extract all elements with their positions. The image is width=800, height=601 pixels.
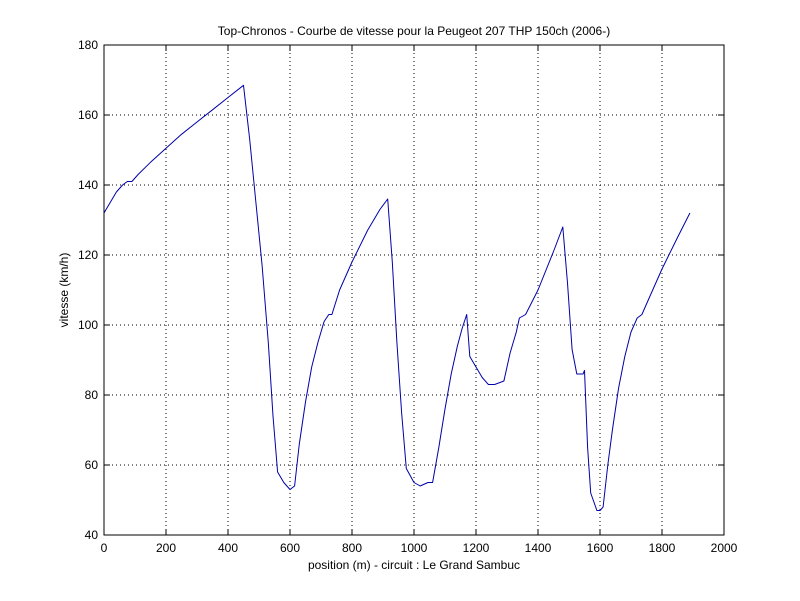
- x-axis-label: position (m) - circuit : Le Grand Sambuc: [308, 558, 520, 572]
- x-tick-label: 400: [218, 541, 238, 555]
- x-tick-label: 1800: [649, 541, 676, 555]
- grid: [104, 45, 724, 535]
- x-tick-label: 1200: [463, 541, 490, 555]
- x-tick-label: 800: [342, 541, 362, 555]
- y-tick-label: 60: [85, 458, 99, 472]
- y-tick-label: 100: [78, 318, 98, 332]
- x-tick-label: 200: [156, 541, 176, 555]
- chart-title: Top-Chronos - Courbe de vitesse pour la …: [218, 24, 610, 38]
- ticks: 0 200 400 600 800 1000 1200 1400 1600 1800 2000 40 6…: [78, 38, 738, 555]
- speed-line: [103, 84, 691, 511]
- y-tick-label: 120: [78, 248, 98, 262]
- x-tick-label: 600: [280, 541, 300, 555]
- y-axis-label: vitesse (km/h): [57, 253, 71, 328]
- y-tick-label: 80: [85, 388, 99, 402]
- y-tick-label: 40: [85, 528, 99, 542]
- series-layer: [103, 84, 691, 511]
- x-tick-label: 0: [101, 541, 108, 555]
- y-tick-label: 160: [78, 108, 98, 122]
- x-tick-label: 2000: [711, 541, 738, 555]
- y-tick-label: 180: [78, 38, 98, 52]
- y-tick-label: 140: [78, 178, 98, 192]
- x-tick-label: 1600: [587, 541, 614, 555]
- x-tick-label: 1000: [401, 541, 428, 555]
- x-tick-label: 1400: [525, 541, 552, 555]
